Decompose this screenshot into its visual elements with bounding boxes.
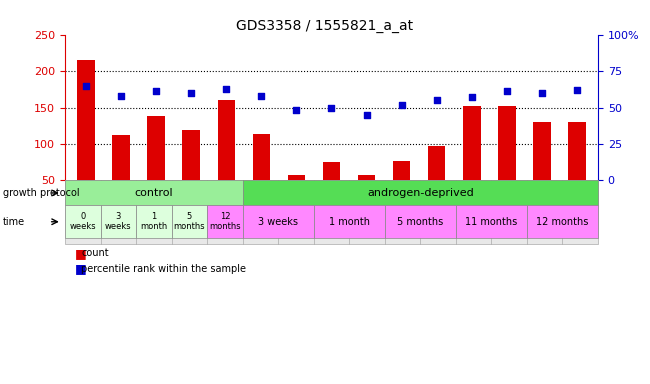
Text: 12
months: 12 months xyxy=(209,212,240,232)
Text: 3 weeks: 3 weeks xyxy=(258,217,298,227)
Text: 5
months: 5 months xyxy=(174,212,205,232)
Text: 1
month: 1 month xyxy=(140,212,168,232)
Bar xyxy=(323,162,340,217)
Point xyxy=(81,83,91,89)
Text: count: count xyxy=(81,248,109,258)
Bar xyxy=(77,60,95,217)
Text: ■: ■ xyxy=(75,262,86,275)
Point xyxy=(537,90,547,96)
Text: GDS3358 / 1555821_a_at: GDS3358 / 1555821_a_at xyxy=(237,19,413,33)
Text: 0
weeks: 0 weeks xyxy=(70,212,96,232)
Bar xyxy=(498,106,515,217)
Bar xyxy=(358,175,375,217)
Bar xyxy=(288,175,305,217)
Point xyxy=(116,93,126,99)
Text: growth protocol: growth protocol xyxy=(3,188,80,198)
Bar xyxy=(463,106,480,217)
Point xyxy=(502,88,512,94)
Point xyxy=(291,108,302,114)
Text: ■: ■ xyxy=(75,247,86,260)
Text: control: control xyxy=(135,188,173,198)
Point xyxy=(256,93,266,99)
Bar xyxy=(533,122,551,217)
Point xyxy=(572,87,582,93)
Point xyxy=(186,90,196,96)
Text: time: time xyxy=(3,217,25,227)
Bar xyxy=(428,146,445,217)
Bar xyxy=(393,161,410,217)
Point xyxy=(396,101,407,108)
Text: 1 month: 1 month xyxy=(329,217,370,227)
Point xyxy=(221,86,231,92)
Bar xyxy=(218,100,235,217)
Point xyxy=(151,88,161,94)
Text: 12 months: 12 months xyxy=(536,217,589,227)
Point xyxy=(432,97,442,103)
Text: percentile rank within the sample: percentile rank within the sample xyxy=(81,264,246,274)
Point xyxy=(361,112,372,118)
Bar xyxy=(568,122,586,217)
Point xyxy=(467,94,477,100)
Text: androgen-deprived: androgen-deprived xyxy=(367,188,474,198)
Bar xyxy=(253,134,270,217)
Text: 3
weeks: 3 weeks xyxy=(105,212,131,232)
Text: 5 months: 5 months xyxy=(397,217,443,227)
Bar xyxy=(183,130,200,217)
Point xyxy=(326,104,337,111)
Bar xyxy=(112,135,130,217)
Text: 11 months: 11 months xyxy=(465,217,517,227)
Bar xyxy=(148,116,165,217)
